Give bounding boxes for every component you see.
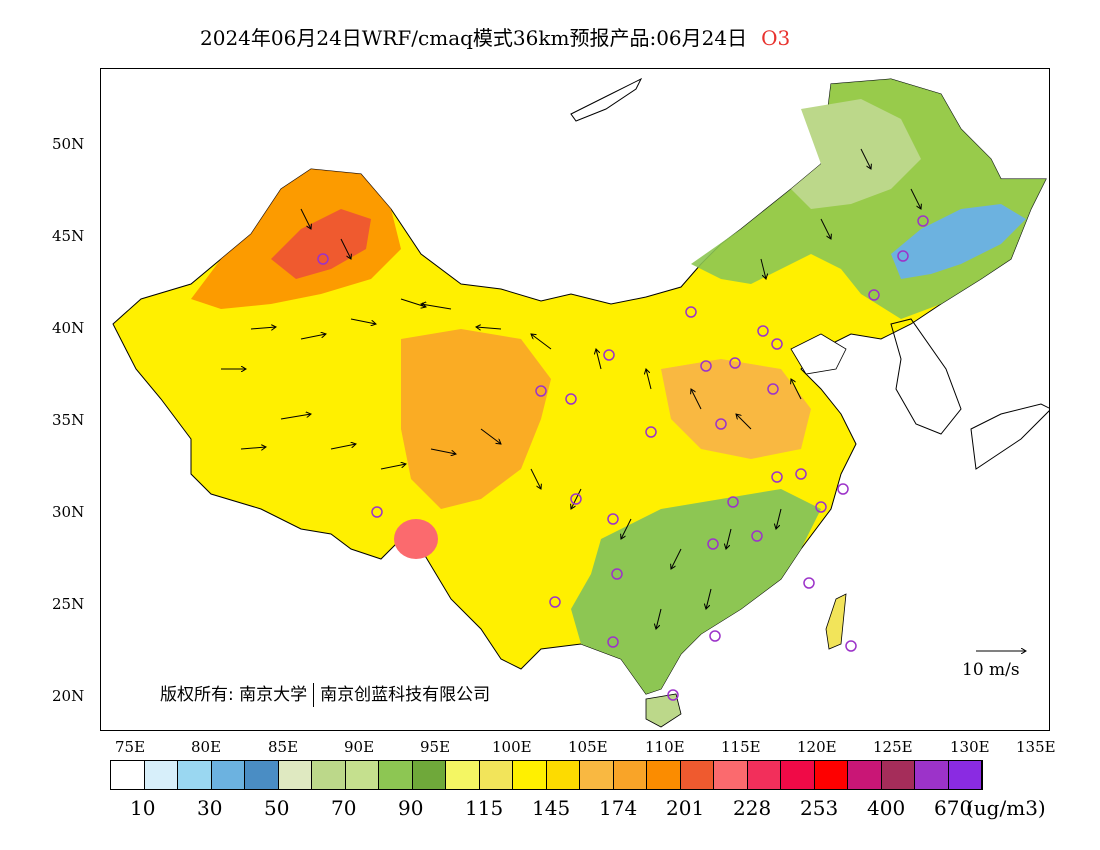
lon-label-135e: 135E xyxy=(1016,738,1056,756)
lon-label-105e: 105E xyxy=(568,738,608,756)
colorbar-cell xyxy=(479,761,513,789)
lon-label-80e: 80E xyxy=(191,738,222,756)
copyright-right: 南京创蓝科技有限公司 xyxy=(320,685,491,705)
lon-label-115e: 115E xyxy=(721,738,761,756)
copyright-left: 版权所有: 南京大学 xyxy=(160,685,308,705)
colorbar-label: 253 xyxy=(800,796,839,820)
colorbar-cell xyxy=(345,761,379,789)
lat-label-50n: 50N xyxy=(52,135,85,153)
copyright: 版权所有: 南京大学 南京创蓝科技有限公司 xyxy=(160,680,490,707)
lon-label-120e: 120E xyxy=(797,738,837,756)
colorbar xyxy=(110,760,983,790)
lon-label-85e: 85E xyxy=(268,738,299,756)
concentration-map xyxy=(112,77,1049,728)
city-markers xyxy=(317,215,929,701)
hainan-island xyxy=(645,693,682,728)
map-title: 2024年06月24日WRF/cmaq模式36km预报产品:06月24日 O3 xyxy=(200,22,790,51)
lat-label-25n: 25N xyxy=(52,595,85,613)
colorbar-cell xyxy=(680,761,714,789)
central-orange-region xyxy=(401,329,551,509)
colorbar-cell xyxy=(412,761,446,789)
colorbar-cell xyxy=(144,761,178,789)
colorbar-cell xyxy=(580,761,614,789)
colorbar-unit: (ug/m3) xyxy=(966,796,1046,820)
colorbar-label: 70 xyxy=(331,796,357,820)
copyright-divider xyxy=(313,683,315,707)
colorbar-cell xyxy=(446,761,480,789)
colorbar-cell xyxy=(178,761,212,789)
lat-label-40n: 40N xyxy=(52,319,85,337)
colorbar-cell xyxy=(647,761,681,789)
northeast-blue-patch xyxy=(891,204,1026,279)
colorbar-cell xyxy=(379,761,413,789)
colorbar-cell xyxy=(111,761,145,789)
lon-label-75e: 75E xyxy=(115,738,146,756)
lon-label-125e: 125E xyxy=(873,738,913,756)
lon-label-95e: 95E xyxy=(420,738,451,756)
colorbar-cell xyxy=(781,761,815,789)
japan-outline xyxy=(970,403,1049,470)
colorbar-label: 174 xyxy=(599,796,638,820)
lon-label-100e: 100E xyxy=(492,738,532,756)
colorbar-cell xyxy=(714,761,748,789)
korea-outline xyxy=(890,318,962,435)
colorbar-cell xyxy=(848,761,882,789)
lon-label-110e: 110E xyxy=(645,738,685,756)
baikal-outline xyxy=(570,77,643,122)
taiwan-island xyxy=(825,593,847,650)
lat-label-20n: 20N xyxy=(52,687,85,705)
colorbar-cell xyxy=(613,761,647,789)
lat-label-45n: 45N xyxy=(52,227,85,245)
colorbar-label: 228 xyxy=(733,796,772,820)
colorbar-label: 145 xyxy=(532,796,571,820)
bohai-sea xyxy=(790,333,847,375)
lon-label-90e: 90E xyxy=(344,738,375,756)
northeast-light-green xyxy=(791,99,921,209)
colorbar-cell xyxy=(278,761,312,789)
colorbar-cell xyxy=(245,761,279,789)
colorbar-label: 201 xyxy=(666,796,705,820)
colorbar-cell xyxy=(513,761,547,789)
colorbar-label: 670 xyxy=(934,796,973,820)
colorbar-cell xyxy=(211,761,245,789)
colorbar-label: 90 xyxy=(398,796,424,820)
lat-label-30n: 30N xyxy=(52,503,85,521)
lon-label-130e: 130E xyxy=(950,738,990,756)
title-species: O3 xyxy=(761,26,791,50)
colorbar-cell xyxy=(915,761,949,789)
colorbar-cell xyxy=(881,761,915,789)
colorbar-cell xyxy=(546,761,580,789)
wind-vectors xyxy=(221,148,921,629)
wind-scale-label: 10 m/s xyxy=(962,660,1020,680)
colorbar-label: 10 xyxy=(130,796,156,820)
colorbar-cell xyxy=(747,761,781,789)
xinjiang-red-hotspot xyxy=(271,209,371,279)
tibet-red-patch xyxy=(394,519,438,559)
map-frame xyxy=(100,68,1050,731)
colorbar-cell xyxy=(814,761,848,789)
colorbar-label: 115 xyxy=(465,796,504,820)
lat-label-35n: 35N xyxy=(52,411,85,429)
title-main: 2024年06月24日WRF/cmaq模式36km预报产品:06月24日 xyxy=(200,26,748,50)
colorbar-cell xyxy=(312,761,346,789)
colorbar-label: 50 xyxy=(264,796,290,820)
colorbar-label: 30 xyxy=(197,796,223,820)
colorbar-label: 400 xyxy=(867,796,906,820)
colorbar-cell xyxy=(948,761,982,789)
